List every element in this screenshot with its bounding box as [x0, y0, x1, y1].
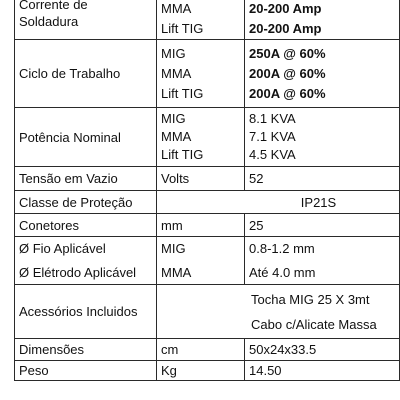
value-label: 8.1 KVA — [249, 111, 296, 126]
row-value-electrode: Até 4.0 mm — [244, 260, 400, 285]
row-value-ocv: 52 — [244, 166, 400, 191]
row-label-accessories: Acessórios Incluidos — [14, 284, 157, 339]
row-value-weight: 14.50 — [244, 360, 400, 381]
row-value-connectors: 25 — [244, 213, 400, 237]
row-units-current: MMA Lift TIG — [156, 0, 245, 40]
row-label-wire: Ø Fio Aplicável — [14, 236, 157, 261]
value-label: 7.1 KVA — [249, 129, 296, 144]
unit-label: MMA — [161, 1, 192, 16]
unit-label: MMA — [161, 65, 192, 81]
row-label-connectors: Conetores — [14, 213, 157, 237]
row-value-dimensions: 50x24x33.5 — [244, 338, 400, 361]
value-label: Tocha MIG 25 X 3mt — [251, 291, 370, 307]
value-label: 200A @ 60% — [249, 65, 326, 81]
row-value-protection: IP21S — [156, 190, 400, 214]
table-row: Ciclo de Trabalho MIG MMA Lift TIG 250A … — [14, 39, 400, 108]
table-row: Classe de Proteção IP21S — [14, 190, 400, 214]
row-values-accessories: Tocha MIG 25 X 3mt Cabo c/Alicate Massa — [156, 284, 400, 339]
table-row: Peso Kg 14.50 — [14, 360, 400, 381]
table-row: Corrente de Soldadura MMA Lift TIG 20-20… — [14, 0, 400, 40]
unit-label: MIG — [161, 45, 186, 61]
table-row: Ø Elétrodo Aplicável MMA Até 4.0 mm — [14, 260, 400, 285]
value-label: 20-200 Amp — [249, 1, 322, 16]
unit-label: Lift TIG — [161, 85, 204, 101]
row-label-weight: Peso — [14, 360, 157, 381]
table-row: Potência Nominal MIG MMA Lift TIG 8.1 KV… — [14, 107, 400, 167]
spec-sheet: Corrente de Soldadura MMA Lift TIG 20-20… — [14, 0, 400, 400]
value-label: 4.5 KVA — [249, 147, 296, 162]
row-values-power: 8.1 KVA 7.1 KVA 4.5 KVA — [244, 107, 400, 167]
table-row: Ø Fio Aplicável MIG 0.8-1.2 mm — [14, 236, 400, 261]
unit-label: MMA — [161, 129, 192, 144]
value-label: 20-200 Amp — [249, 21, 322, 36]
row-unit-dimensions: cm — [156, 338, 245, 361]
unit-label: Lift TIG — [161, 147, 204, 162]
row-unit-ocv: Volts — [156, 166, 245, 191]
table-row: Conetores mm 25 — [14, 213, 400, 237]
unit-label: MIG — [161, 111, 186, 126]
table-row: Tensão em Vazio Volts 52 — [14, 166, 400, 191]
spec-table: Corrente de Soldadura MMA Lift TIG 20-20… — [14, 0, 400, 381]
table-row: Acessórios Incluidos Tocha MIG 25 X 3mt … — [14, 284, 400, 339]
row-values-current: 20-200 Amp 20-200 Amp — [244, 0, 400, 40]
row-label-dimensions: Dimensões — [14, 338, 157, 361]
row-label-electrode: Ø Elétrodo Aplicável — [14, 260, 157, 285]
row-label-ocv: Tensão em Vazio — [14, 166, 157, 191]
row-units-duty: MIG MMA Lift TIG — [156, 39, 245, 108]
row-unit-electrode: MMA — [156, 260, 245, 285]
table-row: Dimensões cm 50x24x33.5 — [14, 338, 400, 361]
row-label-duty: Ciclo de Trabalho — [14, 39, 157, 108]
row-label-current-line2: Soldadura — [19, 14, 79, 29]
row-label-current-line1: Corrente de — [19, 0, 88, 12]
value-label: Cabo c/Alicate Massa — [251, 316, 377, 332]
row-units-power: MIG MMA Lift TIG — [156, 107, 245, 167]
row-label-protection: Classe de Proteção — [14, 190, 157, 214]
row-values-duty: 250A @ 60% 200A @ 60% 200A @ 60% — [244, 39, 400, 108]
value-label: 250A @ 60% — [249, 45, 326, 61]
row-unit-wire: MIG — [156, 236, 245, 261]
row-unit-weight: Kg — [156, 360, 245, 381]
unit-label: Lift TIG — [161, 21, 204, 36]
value-label: 200A @ 60% — [249, 85, 326, 101]
row-label-current: Corrente de Soldadura — [14, 0, 157, 40]
row-label-power: Potência Nominal — [14, 107, 157, 167]
row-value-wire: 0.8-1.2 mm — [244, 236, 400, 261]
row-unit-connectors: mm — [156, 213, 245, 237]
